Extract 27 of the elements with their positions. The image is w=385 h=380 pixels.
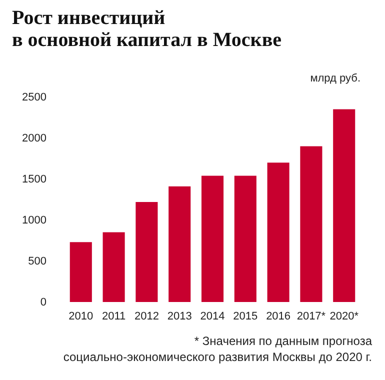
y-tick-label: 1500: [22, 174, 46, 186]
y-tick-label: 2500: [22, 92, 46, 104]
y-tick-label: 1000: [22, 214, 46, 226]
x-tick-label: 2014: [200, 310, 225, 322]
bar: [267, 162, 290, 302]
bar: [136, 202, 158, 302]
x-tick-label: 2020*: [330, 310, 360, 322]
x-tick-label: 2011: [102, 310, 126, 322]
text: * Значения по данным прогноза социально-экономического развития Москвы до 2020 г.: [62, 333, 372, 365]
bar: [300, 146, 322, 302]
y-tick-label: 0: [40, 296, 46, 308]
x-tick-label: 2010: [68, 310, 94, 322]
bar: [201, 176, 224, 302]
bar: [70, 242, 92, 302]
bar: [102, 232, 125, 302]
chart-title: Рост инвестиций в основной капитал в Москве: [12, 7, 282, 51]
x-tick-label: 2015: [233, 310, 258, 322]
y-tick-label: 2000: [22, 132, 46, 144]
y-axis-title: млрд руб.: [310, 72, 360, 84]
x-tick-label: 2013: [167, 310, 192, 322]
x-tick-label: 2012: [134, 310, 159, 322]
x-tick-label: 2017*: [296, 310, 326, 322]
y-tick-label: 500: [28, 256, 46, 268]
bar: [168, 186, 191, 302]
x-tick-label: 2016: [266, 310, 291, 322]
bar: [234, 176, 256, 302]
bar: [333, 109, 356, 302]
